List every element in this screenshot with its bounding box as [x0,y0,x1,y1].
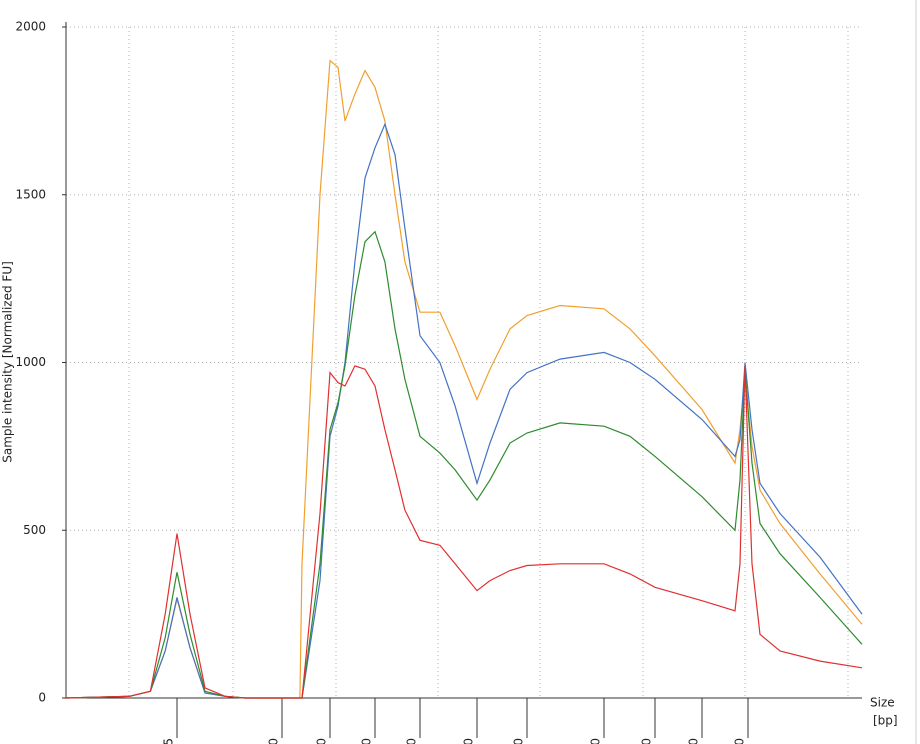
y-axis-label: Sample intensity [Normalized FU] [1,261,15,463]
x-tick-label: 600 [405,738,419,744]
y-tick-label: 1500 [15,187,46,201]
x-tick-label: 100 [267,738,281,744]
x-tick-label: 1500 [512,738,526,744]
trace-line [65,365,863,699]
y-tick-label: 2000 [15,20,46,34]
x-axis-unit: [bp] [873,714,898,728]
x-tick-label: 5000 [687,738,701,744]
x-tick-label: 1000 [462,738,476,744]
x-tick-label: 3500 [640,738,654,744]
x-tick-label: 400 [360,738,374,744]
x-axis-label: Size [870,696,895,710]
y-tick-label: 500 [23,523,46,537]
trace-line [65,59,863,699]
y-tick-label: 0 [38,691,46,705]
y-tick-label: 1000 [15,355,46,369]
x-tick-label: 2500 [589,738,603,744]
x-tick-label: 15 [162,738,176,744]
x-tick-label: 10000 [733,738,747,744]
trace-line [65,230,863,699]
x-tick-label: 250 [315,738,329,744]
